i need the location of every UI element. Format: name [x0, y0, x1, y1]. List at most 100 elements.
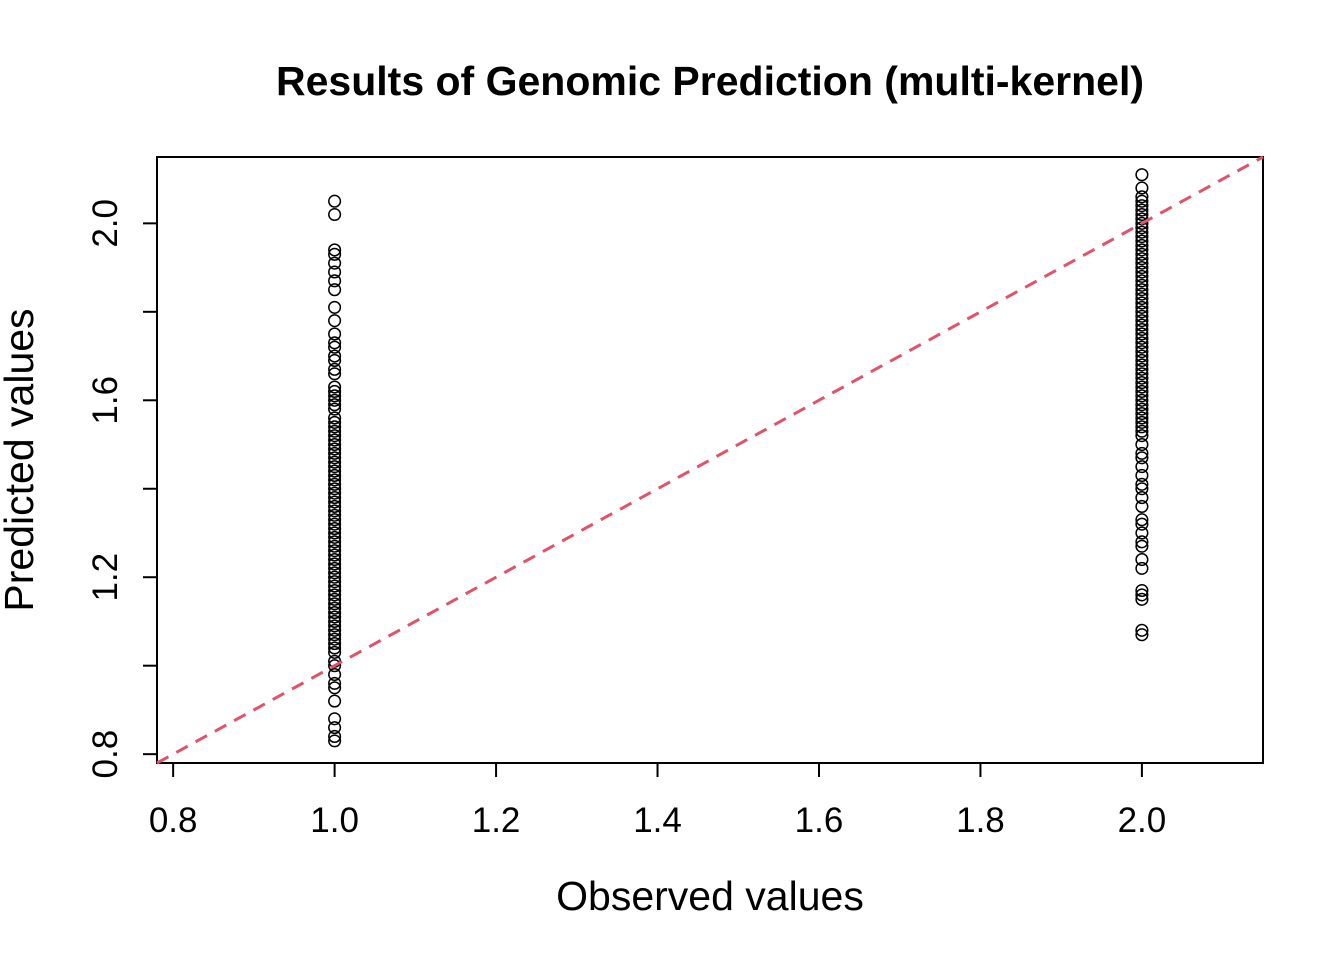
- data-point: [1135, 424, 1149, 438]
- data-point: [1135, 446, 1149, 460]
- data-point: [328, 265, 342, 279]
- data-point: [1135, 336, 1149, 350]
- data-point: [328, 468, 342, 483]
- data-point: [328, 566, 342, 580]
- data-point: [328, 729, 342, 744]
- x-tick-label: 2.0: [1118, 801, 1167, 840]
- data-point: [1135, 398, 1149, 412]
- data-point: [328, 628, 342, 642]
- data-point: [1135, 429, 1149, 443]
- data-point: [1135, 305, 1149, 319]
- data-point: [1135, 402, 1149, 416]
- data-point: [328, 380, 342, 394]
- data-point: [328, 340, 342, 354]
- data-point: [1135, 393, 1149, 407]
- data-point: [328, 437, 342, 452]
- data-point: [328, 451, 342, 465]
- data-point: [328, 300, 342, 314]
- data-point: [328, 314, 342, 328]
- data-point: [1135, 216, 1149, 230]
- data-point: [328, 473, 342, 487]
- data-point: [1135, 287, 1149, 301]
- data-point: [328, 721, 342, 735]
- data-point: [328, 420, 342, 434]
- data-point: [328, 508, 342, 522]
- data-point: [1135, 283, 1149, 297]
- data-point: [328, 446, 342, 460]
- data-point: [328, 460, 342, 474]
- data-point: [328, 362, 342, 376]
- data-point: [328, 477, 342, 491]
- data-point: [328, 336, 342, 350]
- data-point: [328, 283, 342, 297]
- data-point: [328, 398, 342, 412]
- data-point: [328, 442, 342, 456]
- data-point: [328, 535, 342, 549]
- data-point: [1135, 477, 1149, 491]
- y-axis-label: Predicted values: [0, 308, 42, 611]
- data-point: [1135, 513, 1149, 527]
- data-point: [1135, 252, 1149, 266]
- x-tick-label: 1.2: [472, 801, 521, 840]
- data-point: [328, 495, 342, 509]
- data-point: [328, 610, 342, 624]
- data-point: [1135, 535, 1149, 549]
- data-point: [1135, 552, 1149, 567]
- data-point: [1135, 256, 1149, 270]
- data-point: [1135, 451, 1149, 465]
- data-point: [1135, 322, 1149, 337]
- data-point: [328, 424, 342, 438]
- data-point: [1135, 243, 1149, 257]
- data-point: [1135, 327, 1149, 341]
- data-point: [328, 464, 342, 478]
- data-point: [1135, 384, 1149, 398]
- x-tick-label: 0.8: [149, 801, 198, 840]
- data-point: [328, 415, 342, 429]
- data-point: [1135, 353, 1149, 368]
- chart-title: Results of Genomic Prediction (multi-ker…: [276, 58, 1144, 104]
- data-point: [328, 411, 342, 425]
- data-point: [328, 637, 342, 651]
- data-point: [328, 641, 342, 655]
- data-point: [1135, 291, 1149, 306]
- data-point: [328, 548, 342, 562]
- data-point: [1135, 623, 1149, 637]
- data-point: [1135, 274, 1149, 288]
- data-point: [1135, 247, 1149, 261]
- data-point: [1135, 238, 1149, 253]
- data-point: [328, 575, 342, 589]
- data-point: [328, 207, 342, 222]
- data-point: [328, 659, 342, 673]
- data-point: [1135, 376, 1149, 390]
- x-tick-label: 1.0: [310, 801, 359, 840]
- data-point: [1135, 367, 1149, 381]
- data-point: [1135, 331, 1149, 345]
- data-point: [328, 194, 342, 208]
- data-point: [328, 256, 342, 270]
- data-point: [328, 353, 342, 368]
- data-point: [328, 247, 342, 261]
- data-point: [328, 676, 342, 690]
- data-point: [1135, 194, 1149, 208]
- data-point: [1135, 203, 1149, 217]
- data-point: [328, 389, 342, 403]
- data-point: [1135, 190, 1149, 204]
- data-point: [1135, 207, 1149, 222]
- data-point: [328, 482, 342, 496]
- data-point: [328, 570, 342, 584]
- data-point: [328, 393, 342, 407]
- data-point: [328, 539, 342, 553]
- data-points: [328, 168, 1149, 748]
- data-point: [1135, 349, 1149, 363]
- data-point: [328, 552, 342, 567]
- data-point: [1135, 420, 1149, 434]
- x-tick-label: 1.8: [956, 801, 1005, 840]
- data-point: [1135, 411, 1149, 425]
- data-point: [328, 734, 342, 748]
- data-point: [1135, 314, 1149, 328]
- data-point: [328, 557, 342, 571]
- data-point: [328, 588, 342, 602]
- data-point: [328, 681, 342, 695]
- data-point: [328, 601, 342, 615]
- data-point: [328, 349, 342, 363]
